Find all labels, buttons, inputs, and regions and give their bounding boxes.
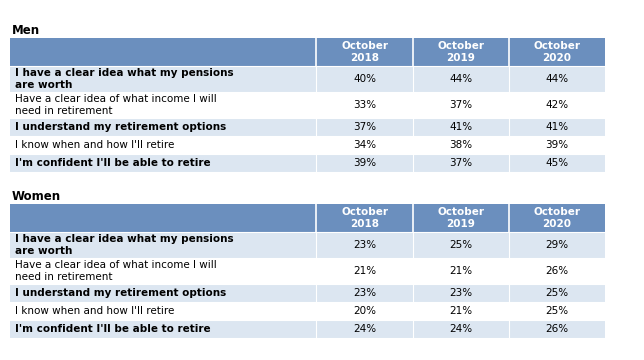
Bar [10,154,316,172]
Bar [509,320,605,338]
Bar [316,284,413,302]
Bar [10,284,316,302]
Bar [413,258,509,284]
Bar [509,232,605,258]
Bar [413,118,509,136]
Bar [509,258,605,284]
Bar [316,232,413,258]
Text: 42%: 42% [545,100,569,110]
Text: I understand my retirement options: I understand my retirement options [15,288,226,298]
Text: 41%: 41% [449,122,472,132]
Text: I know when and how I'll retire: I know when and how I'll retire [15,140,175,150]
Bar [509,66,605,92]
Bar [509,136,605,154]
Text: October
2018: October 2018 [341,41,388,63]
Bar [316,154,413,172]
Text: 37%: 37% [353,122,376,132]
Text: October
2020: October 2020 [533,207,580,229]
Bar [10,92,316,118]
Text: 23%: 23% [353,288,376,298]
Bar [10,232,316,258]
Text: I understand my retirement options: I understand my retirement options [15,122,226,132]
Bar [413,136,509,154]
Text: 40%: 40% [353,74,376,84]
Bar [413,154,509,172]
Text: 23%: 23% [353,240,376,250]
Bar [10,204,316,232]
Text: 21%: 21% [449,306,472,316]
Text: Men: Men [12,24,40,37]
Text: 23%: 23% [449,288,472,298]
Text: October
2020: October 2020 [533,41,580,63]
Text: 25%: 25% [449,240,472,250]
Text: 41%: 41% [545,122,569,132]
Text: 26%: 26% [545,266,569,276]
Text: Have a clear idea of what income I will
need in retirement: Have a clear idea of what income I will … [15,94,217,116]
Bar [10,38,316,66]
Bar [413,302,509,320]
Bar [316,204,413,232]
Bar [509,38,605,66]
Bar [316,302,413,320]
Bar [316,66,413,92]
Text: I have a clear idea what my pensions
are worth: I have a clear idea what my pensions are… [15,68,234,90]
Bar [509,204,605,232]
Bar [413,66,509,92]
Text: 37%: 37% [449,100,472,110]
Bar [10,258,316,284]
Bar [413,38,509,66]
Text: 20%: 20% [353,306,376,316]
Bar [413,204,509,232]
Bar [509,118,605,136]
Bar [316,118,413,136]
Bar [10,136,316,154]
Text: 25%: 25% [545,288,569,298]
Text: 37%: 37% [449,158,472,168]
Text: October
2018: October 2018 [341,207,388,229]
Bar [413,232,509,258]
Text: 44%: 44% [545,74,569,84]
Text: I know when and how I'll retire: I know when and how I'll retire [15,306,175,316]
Bar [10,118,316,136]
Bar [316,320,413,338]
Bar [316,38,413,66]
Text: I'm confident I'll be able to retire: I'm confident I'll be able to retire [15,158,211,168]
Text: Have a clear idea of what income I will
need in retirement: Have a clear idea of what income I will … [15,260,217,282]
Text: 34%: 34% [353,140,376,150]
Text: 45%: 45% [545,158,569,168]
Text: 21%: 21% [449,266,472,276]
Bar [10,320,316,338]
Text: 33%: 33% [353,100,376,110]
Bar [10,302,316,320]
Bar [413,284,509,302]
Bar [509,302,605,320]
Text: 29%: 29% [545,240,569,250]
Text: October
2019: October 2019 [437,41,484,63]
Text: Women: Women [12,190,61,203]
Text: I have a clear idea what my pensions
are worth: I have a clear idea what my pensions are… [15,234,234,256]
Text: 24%: 24% [449,324,472,334]
Bar [413,92,509,118]
Bar [316,258,413,284]
Bar [509,92,605,118]
Bar [509,284,605,302]
Text: 39%: 39% [353,158,376,168]
Bar [509,154,605,172]
Text: 26%: 26% [545,324,569,334]
Text: 21%: 21% [353,266,376,276]
Text: October
2019: October 2019 [437,207,484,229]
Bar [413,320,509,338]
Text: 39%: 39% [545,140,569,150]
Text: 44%: 44% [449,74,472,84]
Text: 25%: 25% [545,306,569,316]
Text: I'm confident I'll be able to retire: I'm confident I'll be able to retire [15,324,211,334]
Bar [10,66,316,92]
Text: 24%: 24% [353,324,376,334]
Bar [316,92,413,118]
Bar [316,136,413,154]
Text: 38%: 38% [449,140,472,150]
